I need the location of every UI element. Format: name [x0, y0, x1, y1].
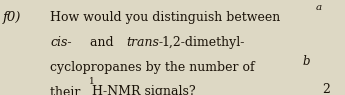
Text: b: b	[303, 55, 311, 68]
Text: How would you distinguish between: How would you distinguish between	[50, 11, 280, 24]
Text: trans-: trans-	[126, 36, 163, 49]
Text: f0): f0)	[3, 11, 21, 24]
Text: 2: 2	[323, 83, 331, 95]
Text: their: their	[50, 86, 85, 95]
Text: cis-: cis-	[50, 36, 72, 49]
Text: and: and	[74, 36, 138, 49]
Text: a: a	[316, 3, 322, 12]
Text: 1: 1	[89, 77, 95, 86]
Text: 1,2-dimethyl-: 1,2-dimethyl-	[161, 36, 245, 49]
Text: cyclopropanes by the number of: cyclopropanes by the number of	[50, 61, 255, 74]
Text: H-NMR signals?: H-NMR signals?	[92, 86, 196, 95]
